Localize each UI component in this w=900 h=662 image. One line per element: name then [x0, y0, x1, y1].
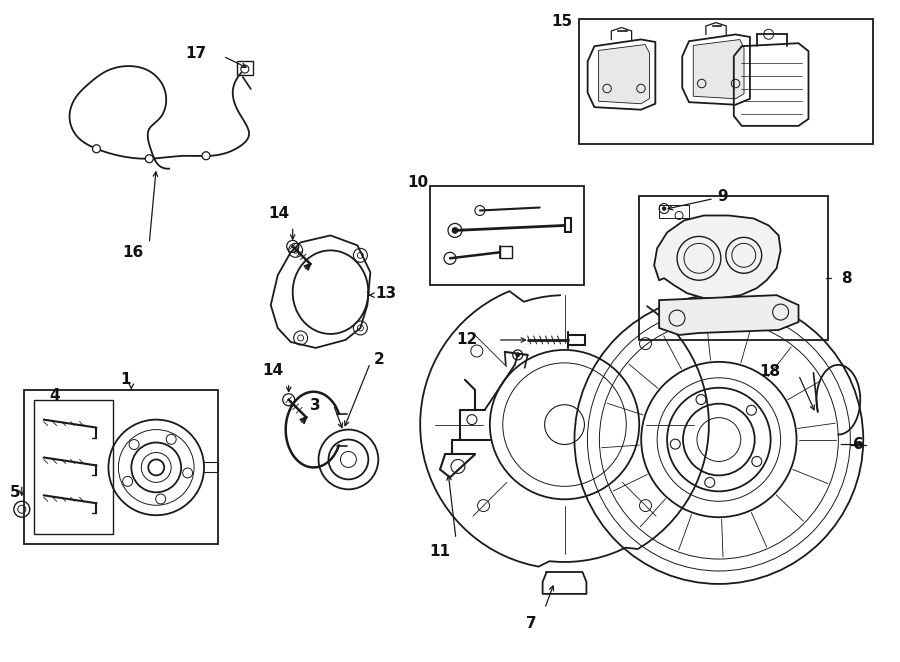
- Bar: [580, 19, 873, 144]
- Text: 16: 16: [122, 245, 144, 260]
- Text: 18: 18: [760, 364, 780, 379]
- Polygon shape: [659, 295, 798, 335]
- Circle shape: [452, 228, 458, 234]
- Text: 17: 17: [184, 46, 206, 61]
- Circle shape: [516, 353, 519, 357]
- Text: 10: 10: [407, 175, 428, 190]
- Text: 7: 7: [526, 616, 537, 632]
- Bar: [639, 195, 828, 340]
- Text: 13: 13: [375, 286, 396, 301]
- Text: 9: 9: [717, 189, 727, 204]
- Text: 4: 4: [50, 388, 60, 403]
- Text: 14: 14: [268, 206, 289, 221]
- Text: 12: 12: [456, 332, 478, 348]
- Bar: [34, 400, 113, 534]
- Text: 8: 8: [842, 271, 852, 286]
- Text: 1: 1: [120, 372, 130, 387]
- Circle shape: [662, 207, 666, 211]
- Text: 14: 14: [262, 363, 284, 378]
- Text: 15: 15: [552, 14, 572, 29]
- Polygon shape: [654, 216, 780, 298]
- Bar: [659, 205, 689, 218]
- Text: 2: 2: [374, 352, 384, 367]
- Bar: [23, 390, 218, 544]
- Text: 11: 11: [429, 544, 451, 559]
- Circle shape: [202, 152, 210, 160]
- Polygon shape: [598, 44, 650, 104]
- Text: 3: 3: [310, 398, 321, 413]
- Text: 6: 6: [853, 437, 864, 452]
- Polygon shape: [693, 40, 744, 99]
- Text: 5: 5: [10, 485, 21, 500]
- Circle shape: [93, 145, 101, 153]
- Circle shape: [145, 155, 153, 163]
- Bar: [500, 246, 512, 258]
- Bar: [237, 61, 253, 75]
- Bar: [430, 185, 584, 285]
